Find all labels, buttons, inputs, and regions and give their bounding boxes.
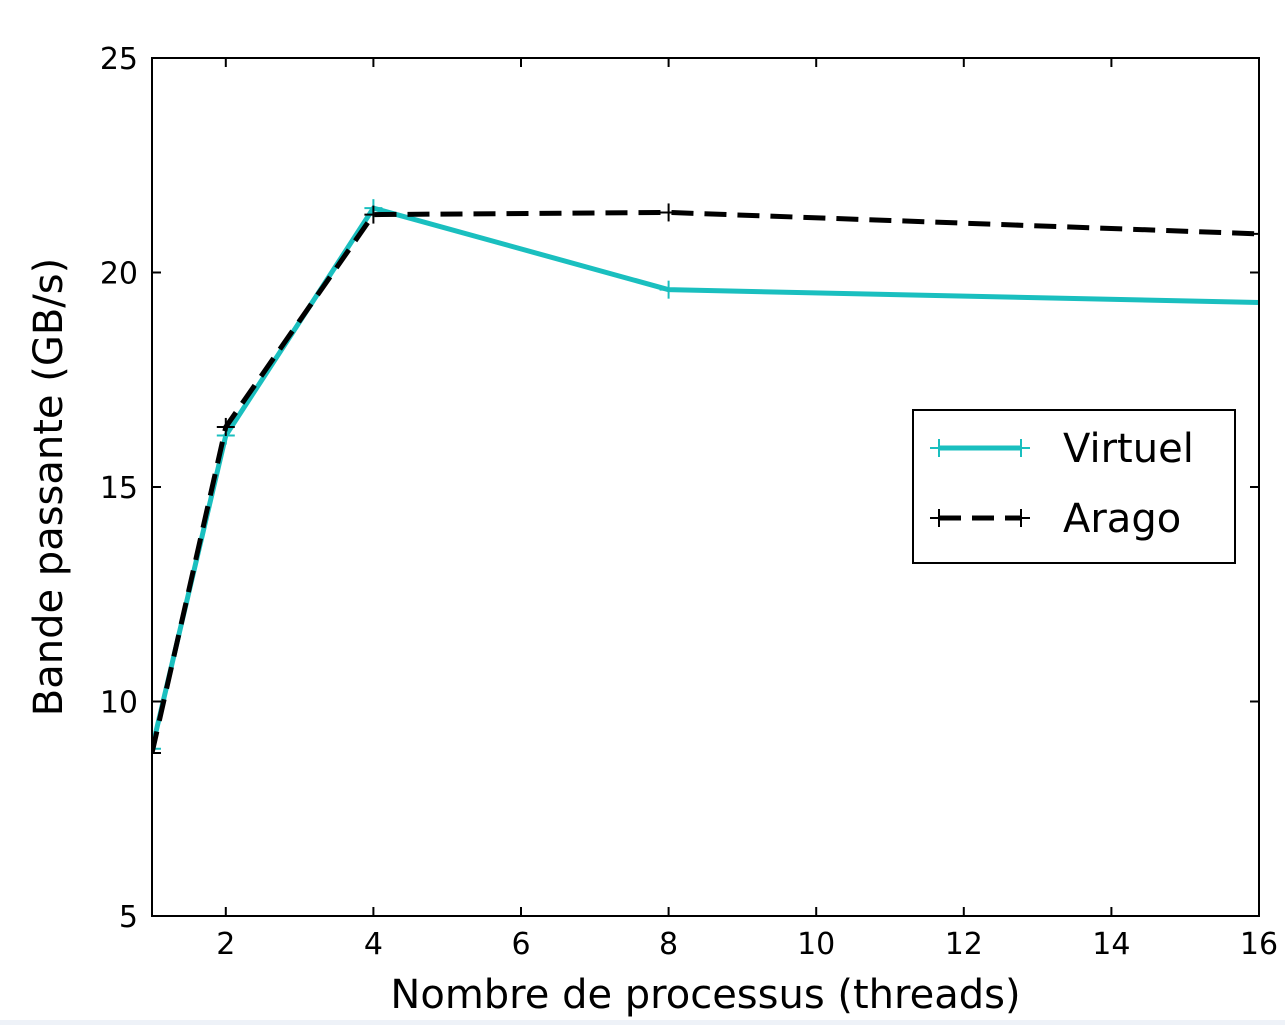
- legend-swatch-arago: [930, 509, 1030, 527]
- y-tick-label-5: 5: [119, 900, 138, 935]
- point-virtuel-8: [659, 280, 678, 299]
- y-tick-label-25: 25: [100, 42, 138, 77]
- point-arago-8: [659, 203, 678, 222]
- legend-label-virtuel: Virtuel: [1063, 426, 1194, 472]
- point-arago-4: [364, 205, 383, 224]
- series-arago: [152, 203, 1259, 762]
- point-virtuel-16: [1250, 293, 1259, 312]
- x-tick-label-12: 12: [945, 927, 983, 962]
- x-tick-label-10: 10: [797, 927, 835, 962]
- x-tick-label-4: 4: [364, 927, 383, 962]
- y-tick-label-20: 20: [100, 257, 138, 292]
- y-axis-title: Bande passante (GB/s): [26, 258, 72, 716]
- x-tick-label-14: 14: [1092, 927, 1130, 962]
- plot-marks: [152, 199, 1259, 762]
- y-tick-label-10: 10: [100, 686, 138, 721]
- x-tick-label-2: 2: [216, 927, 235, 962]
- point-arago-16: [1250, 224, 1259, 243]
- point-arago-1: [152, 743, 161, 762]
- legend-entry-arago: Arago: [930, 496, 1181, 542]
- legend-box: [912, 409, 1236, 564]
- point-arago-2: [216, 417, 235, 436]
- legend-swatch-virtuel: [930, 439, 1030, 457]
- point-virtuel-1: [152, 739, 161, 758]
- tick-labels: 2 4 6 8 10 12 14 16 5 10 15 20 25: [100, 42, 1278, 962]
- x-tick-label-6: 6: [511, 927, 530, 962]
- legend: Virtuel Arago: [912, 409, 1236, 564]
- axis-ticks: [152, 57, 1260, 917]
- x-axis-title: Nombre de processus (threads): [390, 972, 1020, 1018]
- bottom-strip: [0, 1020, 1285, 1025]
- legend-entry-virtuel: Virtuel: [930, 426, 1194, 472]
- x-tick-label-16: 16: [1240, 927, 1278, 962]
- y-tick-label-15: 15: [100, 471, 138, 506]
- legend-label-arago: Arago: [1063, 496, 1181, 542]
- x-tick-label-8: 8: [659, 927, 678, 962]
